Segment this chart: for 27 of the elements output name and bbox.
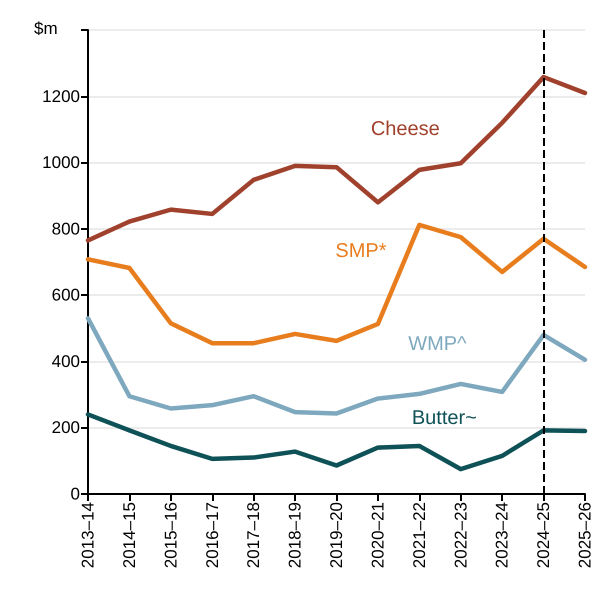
x-tick-label: 2016–17: [202, 502, 222, 568]
series-label: Butter~: [412, 406, 477, 429]
series-label: Cheese: [370, 118, 440, 140]
x-tick-label: 2018–19: [286, 502, 305, 568]
y-tick-label: 600: [52, 286, 80, 305]
y-tick-label: 800: [52, 219, 80, 238]
x-tick-label: 2020–21: [368, 502, 388, 568]
x-tick-label: 2024–25: [534, 502, 554, 568]
line-series: [86, 412, 588, 472]
x-tick-label: 2021–22: [410, 502, 429, 568]
y-tick-label: 200: [52, 418, 80, 438]
y-tick-label: 1000: [42, 153, 80, 172]
x-tick-label: 2017–18: [244, 502, 264, 568]
x-tick-label: 2013–14: [78, 502, 98, 568]
series-label: SMP*: [335, 240, 387, 262]
x-tick-label: 2015–16: [161, 502, 180, 568]
x-tick-label: 2019–20: [327, 502, 346, 568]
series-label: WMP^: [408, 332, 468, 355]
line-series: [86, 74, 588, 243]
x-tick-label: 2023–24: [492, 502, 512, 568]
y-tick-label: 400: [52, 352, 80, 371]
y-axis-title: $m: [34, 19, 58, 38]
x-tick-label: 2022–23: [451, 502, 470, 568]
x-tick-label: 2014–15: [120, 502, 139, 568]
y-tick-label: 1200: [42, 86, 80, 106]
y-tick-label: 0: [70, 484, 80, 504]
x-tick-label: 2025–26: [576, 502, 594, 568]
